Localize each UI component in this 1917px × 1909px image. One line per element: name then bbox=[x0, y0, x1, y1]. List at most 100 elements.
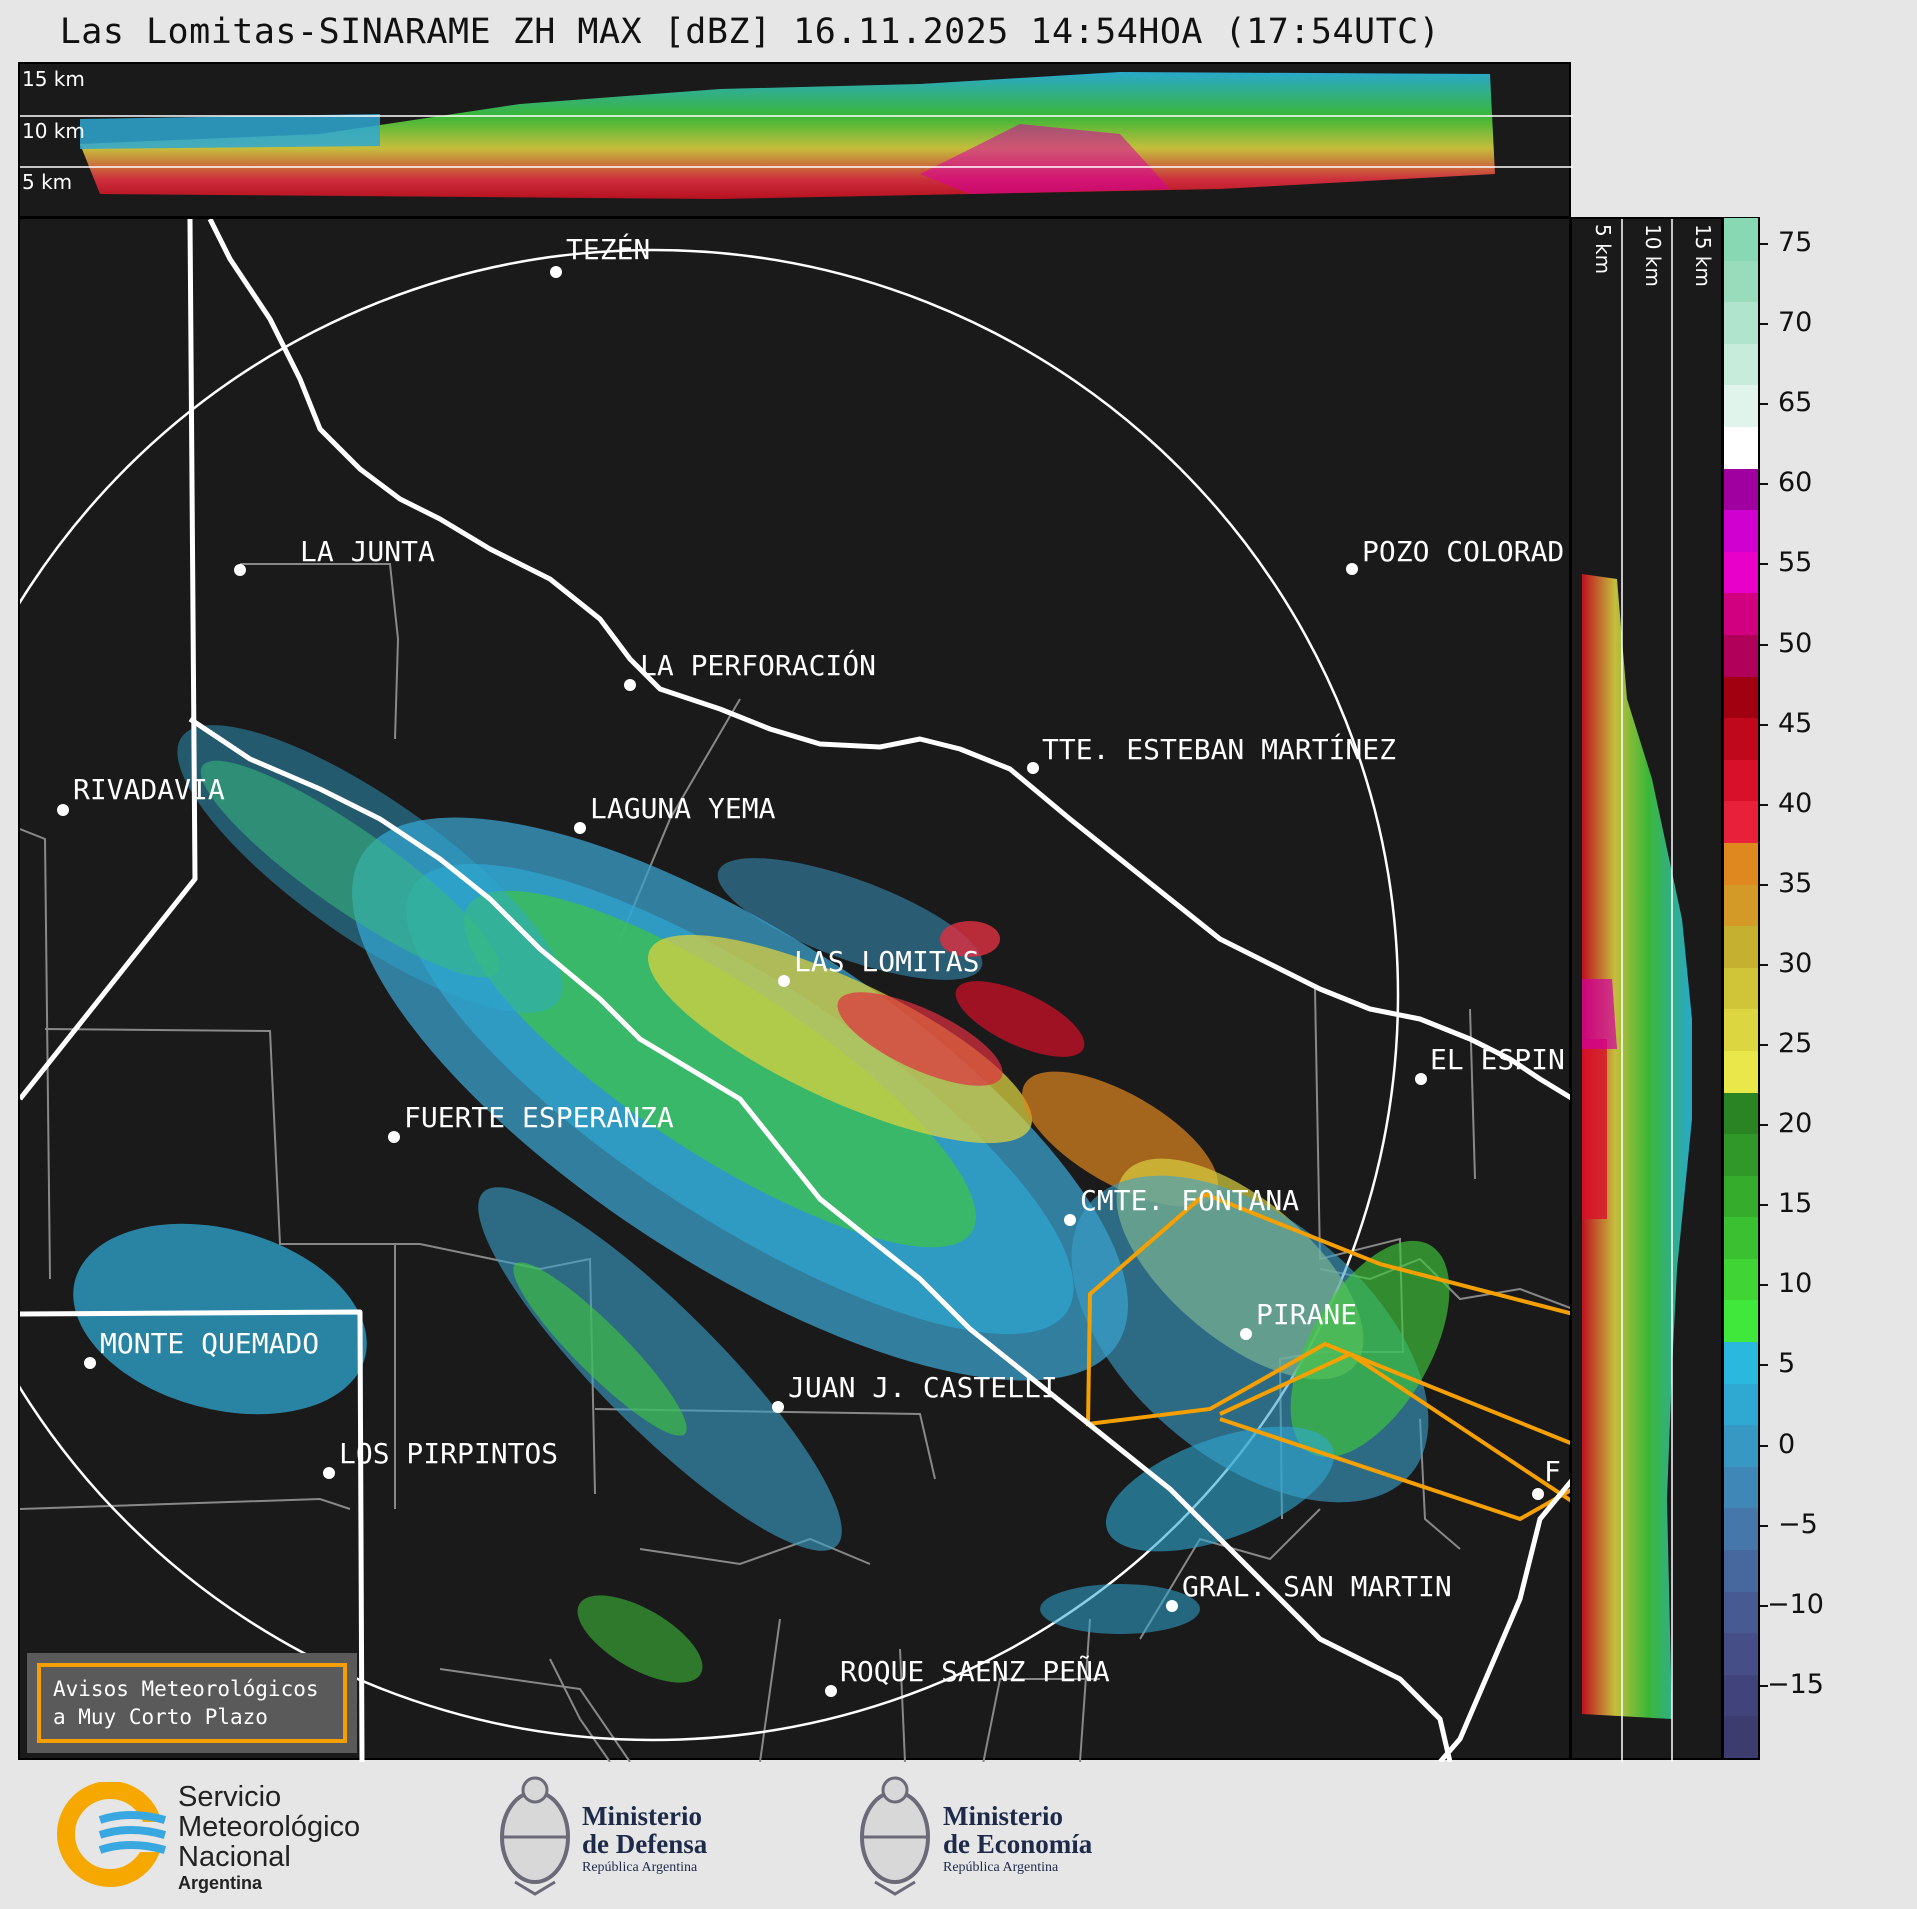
colorbar-tick-label: 30 bbox=[1778, 947, 1813, 979]
colorbar-segment bbox=[1724, 1133, 1758, 1176]
colorbar-tick-label: 25 bbox=[1778, 1028, 1813, 1059]
city-label-laguna-yema: LAGUNA YEMA bbox=[590, 792, 776, 825]
colorbar-segment bbox=[1724, 1715, 1758, 1758]
colorbar-tick-mark bbox=[1760, 1284, 1768, 1287]
colorbar-tick-mark bbox=[1760, 723, 1768, 726]
colorbar-tick-label: −15 bbox=[1767, 1668, 1824, 1700]
notice-line1: Avisos Meteorológicos bbox=[53, 1677, 319, 1701]
colorbar-segment bbox=[1724, 1549, 1758, 1592]
colorbar-segment bbox=[1724, 1591, 1758, 1634]
colorbar-segment bbox=[1724, 842, 1758, 885]
colorbar-segment bbox=[1724, 800, 1758, 843]
economia-line3: República Argentina bbox=[943, 1860, 1059, 1875]
top-cross-section-panel: 15 km 10 km 5 km bbox=[18, 62, 1573, 218]
colorbar-segment bbox=[1724, 1175, 1758, 1218]
colorbar-tick-label: 75 bbox=[1778, 227, 1813, 258]
colorbar-tick-mark bbox=[1760, 1604, 1768, 1607]
colorbar-segment bbox=[1724, 1258, 1758, 1301]
side-label-5km: 5 km bbox=[1591, 224, 1615, 274]
notice-line2: a Muy Corto Plazo bbox=[53, 1705, 268, 1729]
province-borders bbox=[20, 219, 1573, 1762]
radar-map-panel: TEZÉN LA JUNTA POZO COLORAD LA PERFORACI… bbox=[18, 217, 1573, 1762]
colorbar-segment bbox=[1724, 675, 1758, 719]
colorbar-tick-label: 45 bbox=[1778, 707, 1813, 739]
top-label-10km: 10 km bbox=[22, 119, 85, 143]
city-label-el-espinillo: EL ESPIN bbox=[1430, 1043, 1565, 1076]
city-label-tezen: TEZÉN bbox=[566, 232, 650, 266]
colorbar-segment bbox=[1724, 1507, 1758, 1551]
colorbar-segment bbox=[1724, 551, 1758, 594]
colorbar-segment bbox=[1724, 343, 1758, 386]
colorbar-segment bbox=[1724, 260, 1758, 303]
defensa-line3: República Argentina bbox=[582, 1860, 698, 1875]
colorbar-segment bbox=[1724, 1299, 1758, 1343]
colorbar-tick-label: −10 bbox=[1767, 1588, 1824, 1620]
colorbar-tick-mark bbox=[1760, 403, 1768, 406]
colorbar-segment bbox=[1724, 717, 1758, 760]
defensa-seal-icon bbox=[500, 1776, 570, 1896]
side-cross-section-graphic: 5 km 10 km 15 km bbox=[1582, 219, 1715, 1762]
colorbar-segment bbox=[1724, 1674, 1758, 1717]
radar-map-graphic: TEZÉN LA JUNTA POZO COLORAD LA PERFORACI… bbox=[20, 219, 1573, 1762]
colorbar-tick-label: 15 bbox=[1778, 1188, 1813, 1220]
colorbar-segment bbox=[1724, 592, 1758, 635]
smn-line1: Servicio bbox=[178, 1781, 282, 1813]
city-label-rivadavia: RIVADAVIA bbox=[73, 773, 225, 806]
smn-line2: Meteorológico bbox=[178, 1811, 361, 1843]
colorbar-tick-label: −5 bbox=[1778, 1508, 1818, 1540]
notice-inner: Avisos Meteorológicos a Muy Corto Plazo bbox=[37, 1663, 347, 1743]
colorbar-segment bbox=[1724, 1466, 1758, 1509]
colorbar-tick-label: 40 bbox=[1778, 787, 1813, 819]
defensa-logo-text: Ministerio de Defensa República Argentin… bbox=[582, 1802, 707, 1878]
colorbar-tick-mark bbox=[1760, 963, 1768, 966]
city-label-juan-j-castelli: JUAN J. CASTELLI bbox=[788, 1371, 1058, 1404]
colorbar-tick-mark bbox=[1760, 483, 1768, 486]
city-label-la-junta: LA JUNTA bbox=[300, 535, 435, 568]
side-label-10km: 10 km bbox=[1641, 224, 1665, 287]
notice-box: Avisos Meteorológicos a Muy Corto Plazo bbox=[27, 1653, 357, 1753]
colorbar-segment bbox=[1724, 634, 1758, 677]
colorbar-tick-mark bbox=[1760, 1524, 1768, 1527]
smn-line4: Argentina bbox=[178, 1873, 263, 1893]
colorbar-segment bbox=[1724, 218, 1758, 261]
colorbar-tick-mark bbox=[1760, 1684, 1768, 1687]
city-label-las-lomitas: LAS LOMITAS bbox=[794, 945, 979, 978]
smn-logo-icon bbox=[57, 1782, 175, 1887]
defensa-line2: de Defensa bbox=[582, 1829, 708, 1859]
side-label-15km: 15 km bbox=[1691, 224, 1715, 287]
economia-line1: Ministerio bbox=[943, 1801, 1063, 1831]
colorbar-tick-label: 20 bbox=[1778, 1108, 1813, 1140]
colorbar-tick-label: 10 bbox=[1778, 1268, 1813, 1300]
city-markers bbox=[57, 266, 1544, 1697]
colorbar-segment bbox=[1724, 1008, 1758, 1051]
city-label-roque-saenz-pena: ROQUE SAENZ PEÑA bbox=[840, 1654, 1110, 1688]
colorbar-tick-label: 65 bbox=[1778, 387, 1813, 419]
colorbar-segment bbox=[1724, 1341, 1758, 1384]
city-label-gral-san-martin: GRAL. SAN MARTIN bbox=[1182, 1570, 1452, 1603]
top-label-5km: 5 km bbox=[22, 170, 72, 194]
city-label-pozo-colorado: POZO COLORAD bbox=[1362, 535, 1564, 568]
colorbar-tick-mark bbox=[1760, 1444, 1768, 1447]
colorbar-tick-mark bbox=[1760, 1124, 1768, 1127]
colorbar-tick-mark bbox=[1760, 563, 1768, 566]
colorbar-tick-mark bbox=[1760, 1364, 1768, 1367]
colorbar-tick-label: 60 bbox=[1778, 467, 1813, 499]
colorbar-segment bbox=[1724, 883, 1758, 927]
colorbar-tick-label: 0 bbox=[1778, 1428, 1796, 1460]
colorbar-tick-mark bbox=[1760, 1044, 1768, 1046]
city-label-los-pirpintos: LOS PIRPINTOS bbox=[339, 1437, 558, 1470]
city-label-monte-quemado: MONTE QUEMADO bbox=[100, 1327, 319, 1360]
colorbar-tick-mark bbox=[1760, 323, 1768, 326]
map-title: Las Lomitas-SINARAME ZH MAX [dBZ] 16.11.… bbox=[59, 12, 1441, 52]
colorbar-segment bbox=[1724, 759, 1758, 802]
colorbar-segment bbox=[1724, 1216, 1758, 1259]
colorbar-tick-label: 5 bbox=[1778, 1348, 1796, 1380]
colorbar-segment bbox=[1724, 1383, 1758, 1426]
city-label-formosa-partial: F bbox=[1544, 1455, 1561, 1488]
colorbar-tick-label: 70 bbox=[1778, 307, 1813, 339]
dbz-colorbar bbox=[1722, 217, 1760, 1760]
city-label-cmte-fontana: CMTE. FONTANA bbox=[1080, 1184, 1299, 1217]
economia-line2: de Economía bbox=[943, 1829, 1093, 1859]
city-label-la-perforacion: LA PERFORACIÓN bbox=[640, 648, 876, 682]
defensa-line1: Ministerio bbox=[582, 1801, 702, 1831]
